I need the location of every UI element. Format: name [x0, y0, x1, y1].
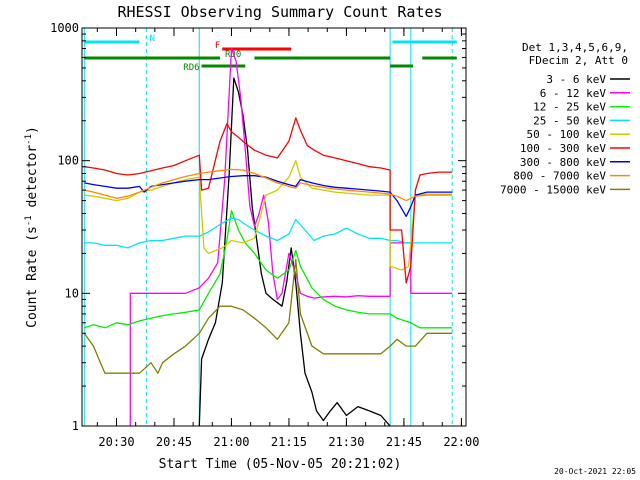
series-line-800-7000-kev	[84, 168, 453, 202]
flag-rd6-label: RD6	[183, 63, 199, 73]
series-layer	[83, 47, 453, 426]
series-line-12-25-kev	[84, 209, 453, 329]
x-tick-label-21-15: 21:15	[271, 435, 307, 449]
series-line-100-300-kev	[84, 117, 453, 284]
legend-label-12-25-kev: 12 - 25 keV	[533, 101, 606, 114]
y-label-main: Count Rate (s	[25, 226, 40, 328]
legend-label-7000-15000-kev: 7000 - 15000 keV	[500, 183, 606, 196]
series-line-50-100-kev	[84, 160, 453, 271]
legend-label-25-50-kev: 25 - 50 keV	[533, 114, 606, 127]
legend-label-300-800-kev: 300 - 800 keV	[520, 156, 606, 169]
legend-header-1: Det 1,3,4,5,6,9,	[522, 41, 628, 54]
x-tick-label-22-00: 22:00	[443, 435, 479, 449]
flag-f-label: F	[215, 41, 220, 51]
vertical-markers	[83, 28, 453, 426]
y-label-end: )	[25, 126, 40, 134]
x-tick-label-21-30: 21:30	[328, 435, 364, 449]
legend-label-100-300-kev: 100 - 300 keV	[520, 142, 606, 155]
legend-label-6-12-kev: 6 - 12 keV	[540, 87, 607, 100]
y-tick-label-100: 100	[57, 154, 79, 168]
x-tick-label-21-45: 21:45	[386, 435, 422, 449]
legend-header-2: FDecim 2, Att 0	[529, 54, 628, 67]
x-axis-label: Start Time (05-Nov-05 20:21:02)	[159, 457, 402, 472]
series-line-3-6-kev	[198, 77, 391, 426]
x-tick-label-20-30: 20:30	[98, 435, 134, 449]
series-line-300-800-kev	[84, 175, 453, 218]
x-tick-label-21-00: 21:00	[213, 435, 249, 449]
y-label-mid: detector	[25, 145, 40, 216]
x-axis: 20:30 20:45 21:00 21:15 21:30 21:45 22:00	[96, 28, 479, 449]
y-label-sup1: -1	[24, 215, 34, 226]
series-line-7000-15000-kev	[83, 258, 453, 374]
y-tick-label-10: 10	[65, 286, 79, 300]
series-line-25-50-kev	[84, 217, 453, 249]
y-tick-label-1000: 1000	[50, 21, 79, 35]
y-tick-label-1: 1	[72, 419, 79, 433]
legend-label-50-100-kev: 50 - 100 keV	[527, 128, 607, 141]
y-axis-label: Count Rate (s-1 detector-1)	[24, 126, 40, 328]
legend-label-800-7000-kev: 800 - 7000 keV	[513, 170, 606, 183]
chart-title: RHESSI Observing Summary Count Rates	[117, 3, 442, 21]
y-axis: 1 10 100 1000	[50, 21, 466, 433]
series-line-6-12-kev	[129, 47, 453, 426]
plot-frame	[81, 27, 467, 427]
legend: Det 1,3,4,5,6,9, FDecim 2, Att 0 3 - 6 k…	[500, 41, 630, 196]
x-tick-label-20-45: 20:45	[156, 435, 192, 449]
render-timestamp: 20-Oct-2021 22:05	[554, 467, 636, 476]
legend-label-3-6-kev: 3 - 6 keV	[546, 73, 606, 86]
flag-n-label: N	[149, 34, 154, 44]
y-label-sup2: -1	[24, 134, 34, 145]
